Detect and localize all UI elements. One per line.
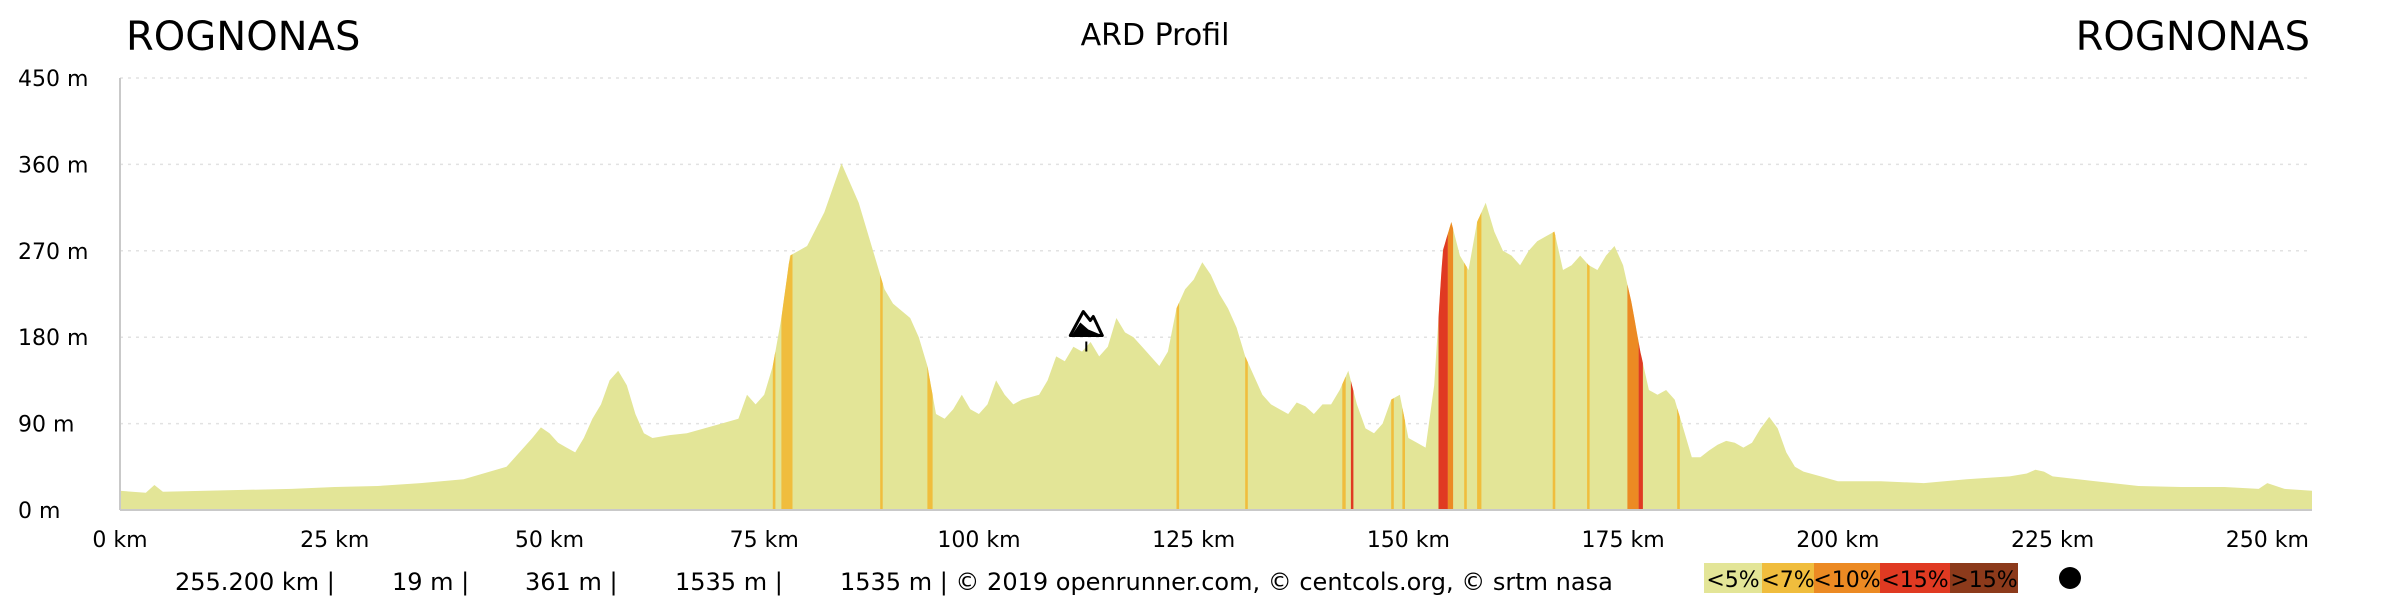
x-tick-label: 0 km bbox=[92, 528, 147, 553]
slope-band bbox=[927, 366, 933, 510]
slope-band bbox=[1627, 284, 1639, 510]
y-tick-label: 180 m bbox=[18, 326, 88, 351]
slope-band bbox=[781, 254, 793, 510]
end-place-label: ROGNONAS bbox=[2076, 14, 2310, 60]
stat-descent-credits: 1535 m | © 2019 openrunner.com, © centco… bbox=[840, 568, 1613, 596]
slope-band bbox=[1677, 408, 1680, 510]
elevation-fill bbox=[120, 163, 2312, 510]
slope-band bbox=[1438, 233, 1448, 510]
stat-max-altitude: 361 m | bbox=[525, 568, 618, 596]
slope-band bbox=[1350, 380, 1354, 510]
x-tick-label: 250 km bbox=[2226, 528, 2309, 553]
legend-label: <5% bbox=[1706, 568, 1759, 593]
slope-band bbox=[1477, 212, 1482, 510]
stat-climb: 1535 m | bbox=[675, 568, 783, 596]
start-place-label: ROGNONAS bbox=[126, 14, 360, 60]
legend-swatch bbox=[1704, 563, 1762, 593]
elevation-area bbox=[120, 163, 2312, 510]
x-tick-label: 175 km bbox=[1582, 528, 1665, 553]
chart-title: ARD Profil bbox=[1081, 18, 1230, 53]
x-tick-label: 125 km bbox=[1152, 528, 1235, 553]
col-marker-shadow bbox=[1072, 322, 1101, 335]
slope-band bbox=[1587, 263, 1590, 510]
stat-min-altitude: 19 m | bbox=[392, 568, 469, 596]
legend-swatch bbox=[1814, 563, 1880, 593]
slope-band bbox=[1391, 398, 1394, 510]
x-tick-labels: 0 km 25 km 50 km 75 km 100 km 125 km 150 km 175… bbox=[92, 528, 2308, 553]
x-tick-label: 25 km bbox=[300, 528, 369, 553]
y-tick-label: 0 m bbox=[18, 499, 60, 524]
dot-icon bbox=[2059, 567, 2081, 589]
slope-band bbox=[1638, 342, 1643, 510]
y-tick-label: 90 m bbox=[18, 413, 74, 438]
footer-stats: 255.200 km | 19 m | 361 m | 1535 m | 153… bbox=[175, 568, 1613, 596]
slope-band bbox=[1176, 302, 1180, 510]
legend-label: <7% bbox=[1761, 568, 1814, 593]
slope-band bbox=[1447, 222, 1454, 510]
x-tick-label: 100 km bbox=[937, 528, 1020, 553]
legend-swatch bbox=[1880, 563, 1950, 593]
slope-bands bbox=[772, 212, 1680, 510]
legend-swatch bbox=[1950, 563, 2018, 593]
x-tick-label: 225 km bbox=[2011, 528, 2094, 553]
slope-band bbox=[1342, 376, 1346, 510]
legend-swatch bbox=[1762, 563, 1814, 593]
slope-band bbox=[1552, 231, 1556, 510]
slope-band bbox=[1245, 356, 1248, 510]
slope-band bbox=[1464, 262, 1467, 510]
annotations bbox=[1068, 310, 1104, 352]
slope-band bbox=[880, 274, 883, 510]
slope-legend: <5% <7%<10% <15% >15% bbox=[1704, 563, 2081, 593]
y-tick-labels: 0 m 90 m 180 m 270 m 360 m 450 m bbox=[18, 67, 88, 524]
legend-label: >15% bbox=[1950, 568, 2017, 593]
x-tick-label: 75 km bbox=[730, 528, 799, 553]
slope-band bbox=[1402, 407, 1405, 510]
x-tick-label: 200 km bbox=[1796, 528, 1879, 553]
stat-distance: 255.200 km | bbox=[175, 568, 335, 596]
mountain-col-icon bbox=[1068, 310, 1104, 352]
x-tick-label: 50 km bbox=[515, 528, 584, 553]
slope-band bbox=[772, 351, 776, 510]
y-tick-label: 450 m bbox=[18, 67, 88, 92]
axes bbox=[119, 78, 2312, 511]
x-tick-label: 150 km bbox=[1367, 528, 1450, 553]
y-tick-label: 270 m bbox=[18, 240, 88, 265]
y-tick-label: 360 m bbox=[18, 153, 88, 178]
legend-label: <10% bbox=[1813, 568, 1880, 593]
legend-label: <15% bbox=[1881, 568, 1948, 593]
